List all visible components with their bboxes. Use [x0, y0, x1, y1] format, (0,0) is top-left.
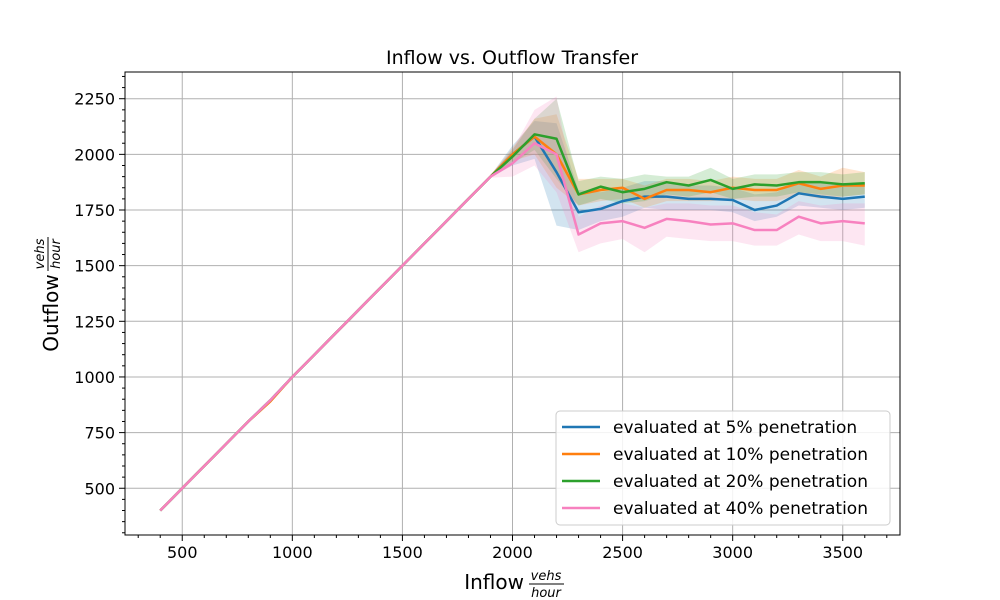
y-axis-title: Outflow: [39, 274, 63, 351]
series-lines: [159, 133, 865, 512]
y-tick-label: 1000: [74, 368, 115, 387]
chart-title: Inflow vs. Outflow Transfer: [386, 47, 638, 69]
y-tick-label: 1500: [74, 257, 115, 276]
legend-label: evaluated at 10% penetration: [613, 445, 868, 465]
y-tick-label: 750: [84, 424, 115, 443]
x-tick-label: 1000: [272, 543, 313, 562]
legend-label: evaluated at 40% penetration: [613, 499, 868, 519]
x-axis-title: Inflow: [464, 570, 524, 594]
x-tick-label: 2000: [492, 543, 533, 562]
x-tick-label: 1500: [382, 543, 423, 562]
x-tick-label: 2500: [602, 543, 643, 562]
series-line-4: [159, 141, 865, 512]
legend-label: evaluated at 20% penetration: [613, 472, 868, 492]
x-tick-label: 3500: [822, 543, 863, 562]
y-tick-label: 2250: [74, 90, 115, 109]
y-axis-label: Outflow vehs hour: [33, 237, 64, 352]
ticks: 500 1000 1500 2000 2500 3000 3500 500 750 1000 125…: [74, 75, 888, 562]
y-tick-label: 2000: [74, 145, 115, 164]
y-tick-label: 1750: [74, 201, 115, 220]
y-unit-denominator: hour: [49, 237, 64, 268]
legend-label: evaluated at 5% penetration: [613, 418, 857, 438]
x-unit-denominator: hour: [531, 586, 562, 600]
x-tick-label: 500: [167, 543, 198, 562]
y-tick-label: 1250: [74, 312, 115, 331]
y-unit-numerator: vehs: [33, 238, 48, 269]
legend: evaluated at 5% penetration evaluated at …: [555, 410, 891, 526]
y-tick-label: 500: [84, 479, 115, 498]
legend-box: [555, 410, 891, 526]
x-axis-label: Inflow vehs hour: [464, 569, 564, 600]
x-tick-label: 3000: [712, 543, 753, 562]
x-unit-numerator: vehs: [531, 569, 562, 584]
